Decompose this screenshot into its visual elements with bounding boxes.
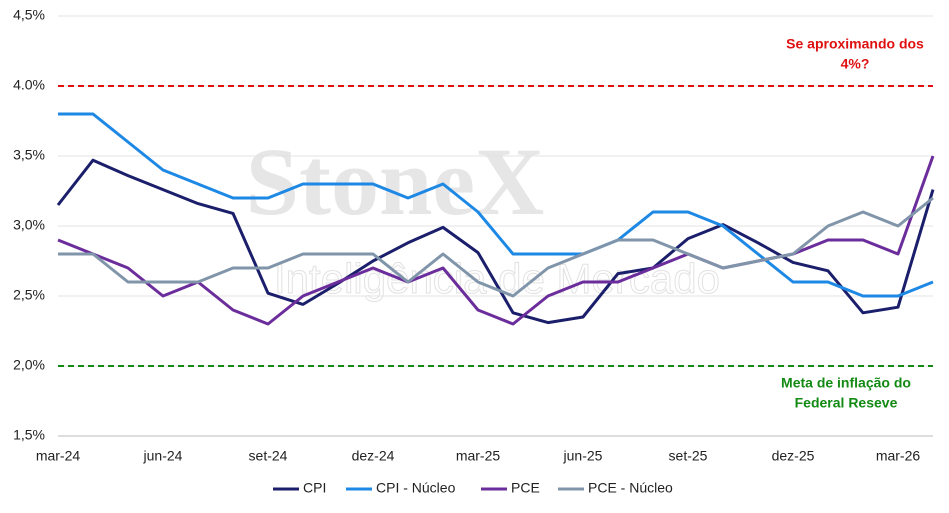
legend-label: PCE [511,480,540,496]
series-line [58,196,934,298]
y-tick-label: 4.0% [13,77,45,93]
x-tick-label: mar-26 [876,448,921,464]
annotation: Federal Reseve [795,395,898,411]
x-tick-label: jun-24 [143,448,183,464]
y-tick-label: 2,0% [13,357,45,373]
x-tick-label: dez-25 [772,448,815,464]
legend-label: CPI - Núcleo [376,480,456,496]
y-tick-label: 1,5% [13,427,45,443]
annotation: 4%? [841,56,870,72]
y-tick-label: 4,5% [13,7,45,23]
watermark: StoneX [246,128,545,235]
x-tick-label: jun-25 [563,448,603,464]
y-tick-label: 3,5% [13,147,45,163]
y-tick-label: 3,0% [13,217,45,233]
series-line [58,112,934,298]
annotation: Se aproximando dos [786,36,924,52]
legend-label: PCE - Núcleo [588,480,673,496]
x-tick-label: set-25 [669,448,708,464]
x-tick-label: mar-25 [456,448,501,464]
series-line [56,158,935,325]
watermark: Inteligência de Mercado [274,255,720,302]
annotation: Meta de inflação do [781,375,911,391]
x-tick-label: dez-24 [352,448,395,464]
y-tick-label: 2,5% [13,287,45,303]
legend-label: CPI [303,480,326,496]
x-tick-label: set-24 [249,448,288,464]
x-tick-label: mar-24 [36,448,81,464]
